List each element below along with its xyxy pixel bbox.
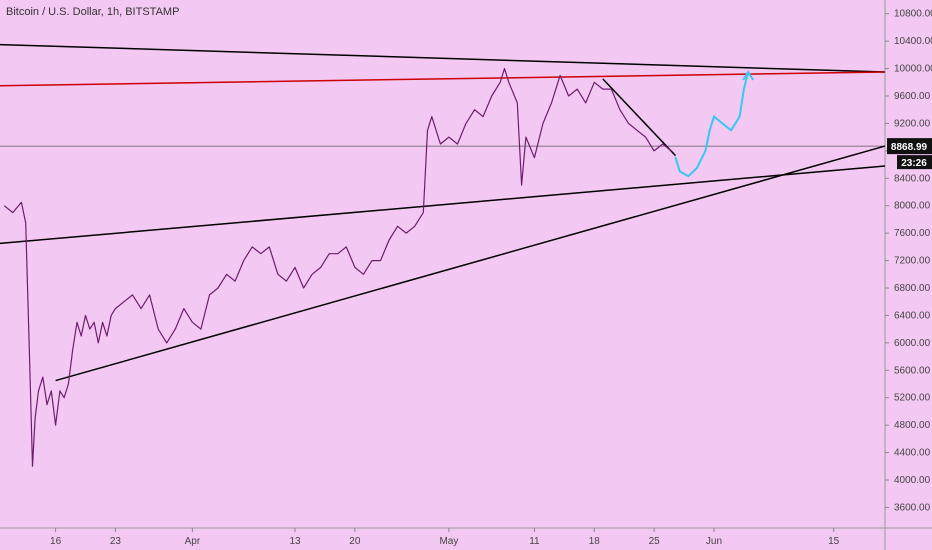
x-tick-label: Apr [185, 536, 201, 547]
trendline [0, 43, 886, 73]
x-tick-label: 18 [589, 536, 601, 547]
y-tick-label: 4800.00 [894, 420, 931, 431]
chart-title: Bitcoin / U.S. Dollar, 1h, BITSTAMP [6, 6, 180, 18]
countdown-label: 23:26 [901, 158, 927, 169]
x-tick-label: 13 [289, 536, 301, 547]
y-tick-label: 6000.00 [894, 338, 931, 349]
y-tick-label: 4400.00 [894, 448, 931, 459]
y-tick-label: 6800.00 [894, 283, 931, 294]
y-tick-label: 4000.00 [894, 475, 931, 486]
x-tick-label: 15 [828, 536, 840, 547]
y-tick-label: 5600.00 [894, 365, 931, 376]
countdown-badge [897, 155, 932, 170]
trendline [0, 71, 886, 87]
y-tick-label: 6400.00 [894, 310, 931, 321]
y-tick-label: 8400.00 [894, 173, 931, 184]
y-tick-label: 7200.00 [894, 256, 931, 267]
trendline [0, 165, 886, 245]
projection-arrowhead [742, 70, 755, 81]
y-tick-label: 9600.00 [894, 91, 931, 102]
last-price-badge [887, 138, 932, 155]
projection-path [674, 71, 750, 178]
y-tick-label: 10400.00 [894, 36, 932, 47]
x-tick-label: May [439, 536, 458, 547]
y-tick-label: 10800.00 [894, 9, 932, 20]
y-tick-label: 10000.00 [894, 64, 932, 75]
x-tick-label: 20 [349, 536, 361, 547]
last-price-label: 8868.99 [891, 142, 928, 153]
y-tick-label: 5200.00 [894, 393, 931, 404]
trendline [602, 78, 677, 157]
x-tick-label: Jun [706, 536, 722, 547]
x-tick-label: 16 [50, 536, 62, 547]
y-tick-label: 3600.00 [894, 502, 931, 513]
y-tick-label: 8000.00 [894, 201, 931, 212]
y-tick-label: 7600.00 [894, 228, 931, 239]
y-tick-label: 9200.00 [894, 118, 931, 129]
x-tick-label: 11 [529, 536, 540, 547]
price-series-line [3, 67, 672, 467]
x-tick-label: 25 [649, 536, 661, 547]
x-tick-label: 23 [110, 536, 122, 547]
trendline [55, 145, 886, 382]
